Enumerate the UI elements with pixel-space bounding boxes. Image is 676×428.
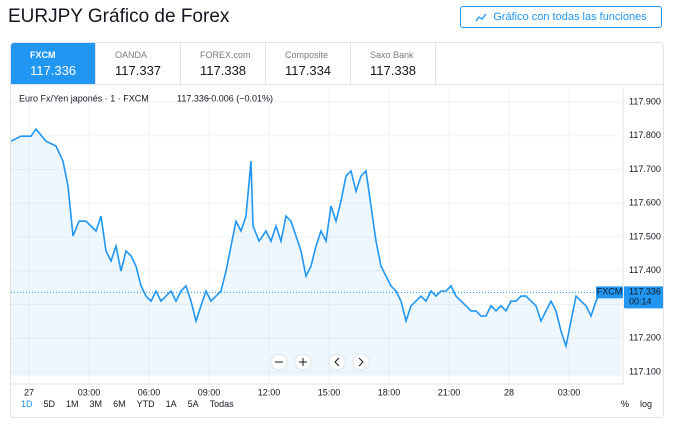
nav-button[interactable] [352,353,370,371]
tab-name: FXCM [30,50,56,60]
full-chart-button[interactable]: Gráfico con todas las funciones [460,6,662,28]
button-label: Gráfico con todas las funciones [493,11,647,23]
scale-option[interactable]: log [639,399,652,409]
source-tab[interactable]: FOREX.com 117.338 [181,43,266,84]
source-tabs: FXCM 117.336 OANDA 117.337 FOREX.com 117.338 C… [11,43,663,85]
price-tag-countdown: 00:14 [629,297,652,307]
tab-name: Saxo Bank [370,50,414,60]
y-tick-label: 117.700 [629,164,661,174]
range-button[interactable]: 1M [66,399,79,409]
y-tick-label: 117.600 [629,198,661,208]
source-tab[interactable]: Composite 117.334 [266,43,351,84]
range-button[interactable]: Todas [209,399,234,409]
nav-icon [358,357,364,367]
legend-price: 117.336 [177,93,209,103]
y-tick-label: 117.800 [629,130,661,140]
tab-name: OANDA [115,50,148,60]
range-button[interactable]: 6M [113,399,126,409]
widget: FXCM 117.336 OANDA 117.337 FOREX.com 117.338 C… [10,42,664,418]
tab-name: Composite [285,50,329,60]
legend-symbol: Euro Fx/Yen japonés · 1 · FXCM [19,93,149,103]
x-tick-label: 12:00 [258,387,281,397]
range-bar: 1D 5D 1M 3M 6M YTD 1A 5A Todas% log [11,399,663,409]
x-tick-label: 06:00 [138,387,161,397]
nav-icon [334,357,340,367]
range-button[interactable]: 3M [89,399,103,409]
x-tick-label: 03:00 [78,387,101,397]
x-tick-label: 18:00 [378,387,401,397]
y-tick-label: 117.400 [629,265,661,275]
scale-option[interactable]: % [620,399,629,409]
range-button[interactable]: 1D [21,399,33,409]
nav-button[interactable] [328,353,346,371]
tab-price: 117.338 [200,63,247,78]
range-button[interactable]: 1A [165,399,177,409]
price-tag [596,286,623,299]
price-tag-price: 117.336 [629,287,661,297]
y-tick-label: 117.200 [629,333,661,343]
range-button[interactable]: 5A [187,399,199,409]
scale-options: % log [621,399,663,409]
tab-name: FOREX.com [200,50,251,60]
x-tick-label: 27 [24,387,34,397]
legend-change: −0.006 (−0.01%) [206,93,273,103]
chart: 117.100117.200117.300117.400117.500117.6… [11,89,663,397]
x-tick-label: 03:00 [558,387,581,397]
y-tick-label: 117.100 [629,366,661,376]
source-tab[interactable]: OANDA 117.337 [96,43,181,84]
x-tick-label: 21:00 [438,387,461,397]
x-tick-label: 28 [504,387,514,397]
x-tick-label: 15:00 [318,387,341,397]
price-line [11,127,622,350]
price-tag-source: FXCM [597,287,623,297]
source-tab[interactable]: Saxo Bank 117.338 [351,43,436,84]
tab-price: 117.336 [30,63,77,78]
chart-icon [475,13,487,22]
tab-price: 117.337 [115,63,162,78]
source-tab[interactable]: FXCM 117.336 [11,43,96,84]
y-tick-label: 117.500 [629,231,661,241]
tab-price: 117.338 [370,63,417,78]
area [11,129,621,376]
page-title: EURJPY Gráfico de Forex [8,6,230,27]
range-button[interactable]: 5D [43,399,56,409]
range-button[interactable]: YTD [136,399,155,409]
tab-price: 117.334 [285,63,332,78]
x-tick-label: 09:00 [198,387,221,397]
range-buttons: 1D 5D 1M 3M 6M YTD 1A 5A Todas [11,399,245,409]
price-tag [624,286,663,309]
y-tick-label: 117.900 [629,96,661,106]
